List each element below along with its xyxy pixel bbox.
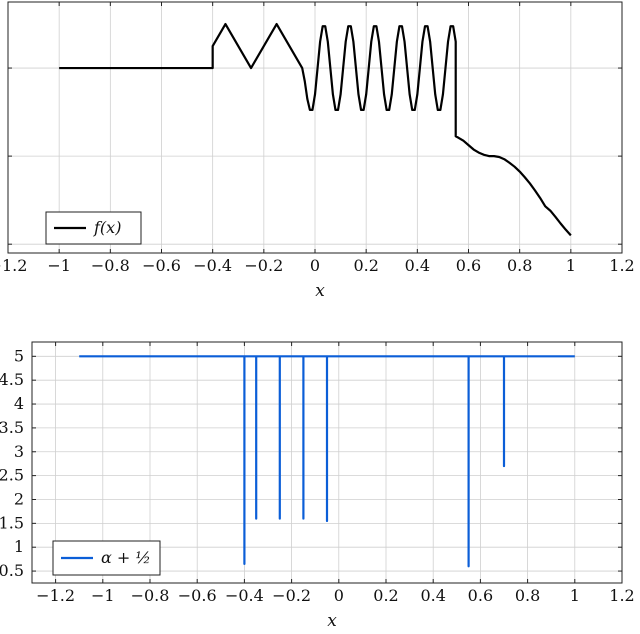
x-tick-label: −1 bbox=[91, 586, 115, 605]
x-tick-label: 0.4 bbox=[405, 256, 430, 275]
top-chart: −1.2−1−0.8−0.6−0.4−0.200.20.40.60.811.22… bbox=[0, 1, 635, 301]
x-tick-label: −1 bbox=[47, 256, 71, 275]
y-tick-label: 3 bbox=[14, 442, 24, 461]
legend-label: f(x) bbox=[93, 218, 121, 237]
x-tick-label: −1.2 bbox=[36, 586, 75, 605]
x-tick-label: −0.6 bbox=[142, 256, 181, 275]
plot-frame bbox=[31, 341, 623, 584]
y-tick-label: 2 bbox=[14, 489, 24, 508]
x-tick-label: −0.8 bbox=[91, 256, 130, 275]
x-tick-label: 1 bbox=[570, 586, 580, 605]
x-tick-label: 0.6 bbox=[456, 256, 481, 275]
x-tick-label: 0.2 bbox=[373, 586, 398, 605]
x-tick-label: −0.8 bbox=[131, 586, 170, 605]
x-tick-label: −0.2 bbox=[272, 586, 311, 605]
y-tick-label: 4 bbox=[14, 394, 24, 413]
x-tick-label: −1.2 bbox=[0, 256, 27, 275]
x-tick-label: 1.2 bbox=[609, 256, 634, 275]
x-axis-label: x bbox=[315, 281, 325, 301]
x-tick-label: −0.4 bbox=[225, 586, 264, 605]
x-axis-label: x bbox=[327, 611, 337, 631]
x-tick-label: 0.8 bbox=[507, 256, 532, 275]
x-tick-label: 0.8 bbox=[515, 586, 540, 605]
x-tick-label: −0.2 bbox=[244, 256, 283, 275]
y-tick-label: 1.5 bbox=[0, 513, 24, 532]
x-tick-label: 0 bbox=[334, 586, 344, 605]
x-tick-label: −0.6 bbox=[178, 586, 217, 605]
series-line-0 bbox=[59, 22, 572, 237]
legend-label: α + ½ bbox=[101, 548, 151, 567]
x-tick-label: 0.4 bbox=[420, 586, 445, 605]
x-tick-label: 0.6 bbox=[468, 586, 493, 605]
x-tick-label: −0.4 bbox=[193, 256, 232, 275]
x-tick-label: 1 bbox=[566, 256, 576, 275]
x-tick-label: 1.2 bbox=[609, 586, 634, 605]
y-tick-label: 0.5 bbox=[0, 561, 24, 580]
x-tick-label: 0 bbox=[310, 256, 320, 275]
bottom-chart: −1.2 −1 −0.8 −0.6 −0.4 −0.2 0 0.2 0.4 0.6 0.8 1 1.2 0… bbox=[0, 341, 635, 631]
y-tick-label: 3.5 bbox=[0, 418, 24, 437]
y-tick-label: 1 bbox=[14, 537, 24, 556]
y-tick-label: 4.5 bbox=[0, 370, 24, 389]
y-tick-label: 5 bbox=[14, 346, 24, 365]
series-line-0 bbox=[79, 355, 575, 568]
y-tick-label: 2.5 bbox=[0, 466, 24, 485]
x-tick-label: 0.2 bbox=[353, 256, 378, 275]
